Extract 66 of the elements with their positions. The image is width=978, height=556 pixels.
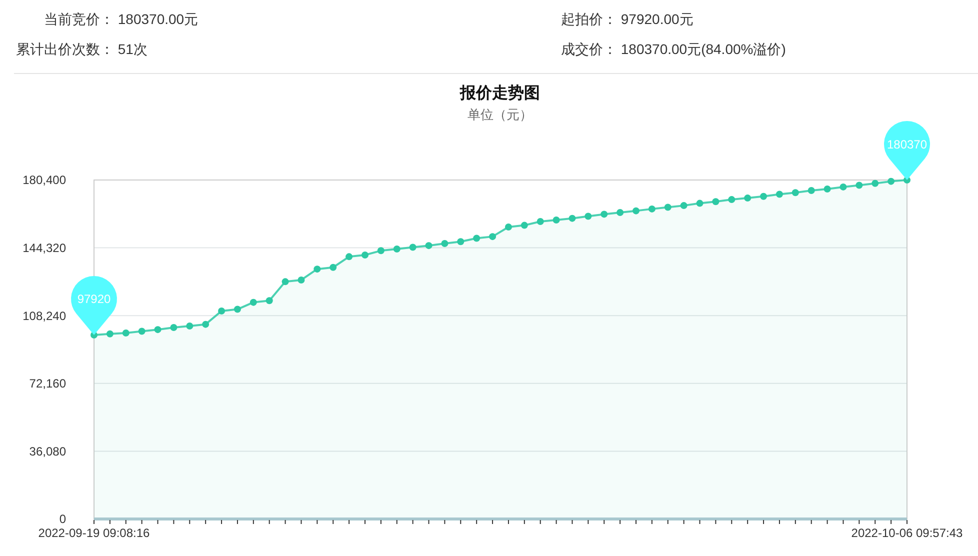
point — [409, 244, 416, 251]
point — [218, 307, 226, 314]
x-tick-label: 2022-09-19 09:08:16 — [38, 526, 150, 540]
point — [282, 278, 289, 286]
y-tick-label: 72,160 — [29, 376, 66, 391]
annotation: 180370 — [886, 137, 928, 152]
point — [170, 324, 178, 332]
text: 累计出价次数： 51次 — [16, 41, 148, 57]
point — [728, 196, 736, 204]
point — [106, 330, 114, 338]
point — [250, 298, 257, 306]
point — [536, 218, 544, 226]
point — [680, 202, 688, 210]
text: 当前竞价： 180370.00元 — [44, 11, 198, 27]
point — [872, 180, 879, 187]
y-tick-label: 0 — [59, 512, 66, 526]
y-tick-label: 144,320 — [22, 241, 66, 255]
point — [744, 194, 752, 202]
y-tick-label: 36,080 — [29, 444, 66, 458]
chart-title: 报价走势图 — [459, 84, 540, 102]
x-tick-label: 2022-10-06 09:57:43 — [851, 526, 964, 540]
point — [808, 187, 815, 194]
point — [122, 329, 130, 336]
point — [154, 326, 162, 334]
text: 起拍价： 97920.00元 — [561, 11, 694, 27]
point — [840, 183, 847, 190]
point — [330, 264, 337, 271]
point — [234, 306, 241, 313]
point — [393, 245, 400, 252]
point — [504, 223, 512, 230]
point — [760, 192, 768, 200]
point — [616, 209, 624, 216]
point — [520, 222, 528, 229]
point — [552, 216, 560, 224]
point — [138, 328, 146, 335]
point — [362, 251, 368, 258]
text: 成交价： 180370.00元(84.00%溢价) — [561, 41, 786, 57]
point — [632, 207, 640, 214]
point — [377, 247, 384, 254]
point — [457, 238, 464, 246]
point — [202, 320, 210, 328]
point — [314, 266, 321, 273]
annotation: 97920 — [77, 292, 112, 306]
point — [776, 190, 783, 198]
point — [266, 297, 273, 304]
point — [712, 198, 720, 206]
point — [186, 322, 194, 330]
point — [664, 204, 672, 211]
point — [824, 186, 831, 193]
point — [792, 189, 799, 196]
point — [856, 182, 863, 189]
point — [696, 200, 704, 207]
y-tick-label: 180,400 — [22, 173, 66, 188]
y-tick-label: 108,240 — [22, 308, 66, 323]
point — [441, 240, 448, 248]
point — [489, 233, 496, 240]
point — [473, 234, 480, 242]
point — [568, 214, 576, 222]
point — [648, 205, 656, 212]
chart-subtitle: 单位（元） — [468, 107, 532, 122]
point — [346, 253, 353, 260]
point — [600, 210, 608, 218]
point — [888, 178, 895, 185]
point — [298, 276, 305, 284]
point — [584, 212, 592, 220]
point — [425, 242, 432, 250]
